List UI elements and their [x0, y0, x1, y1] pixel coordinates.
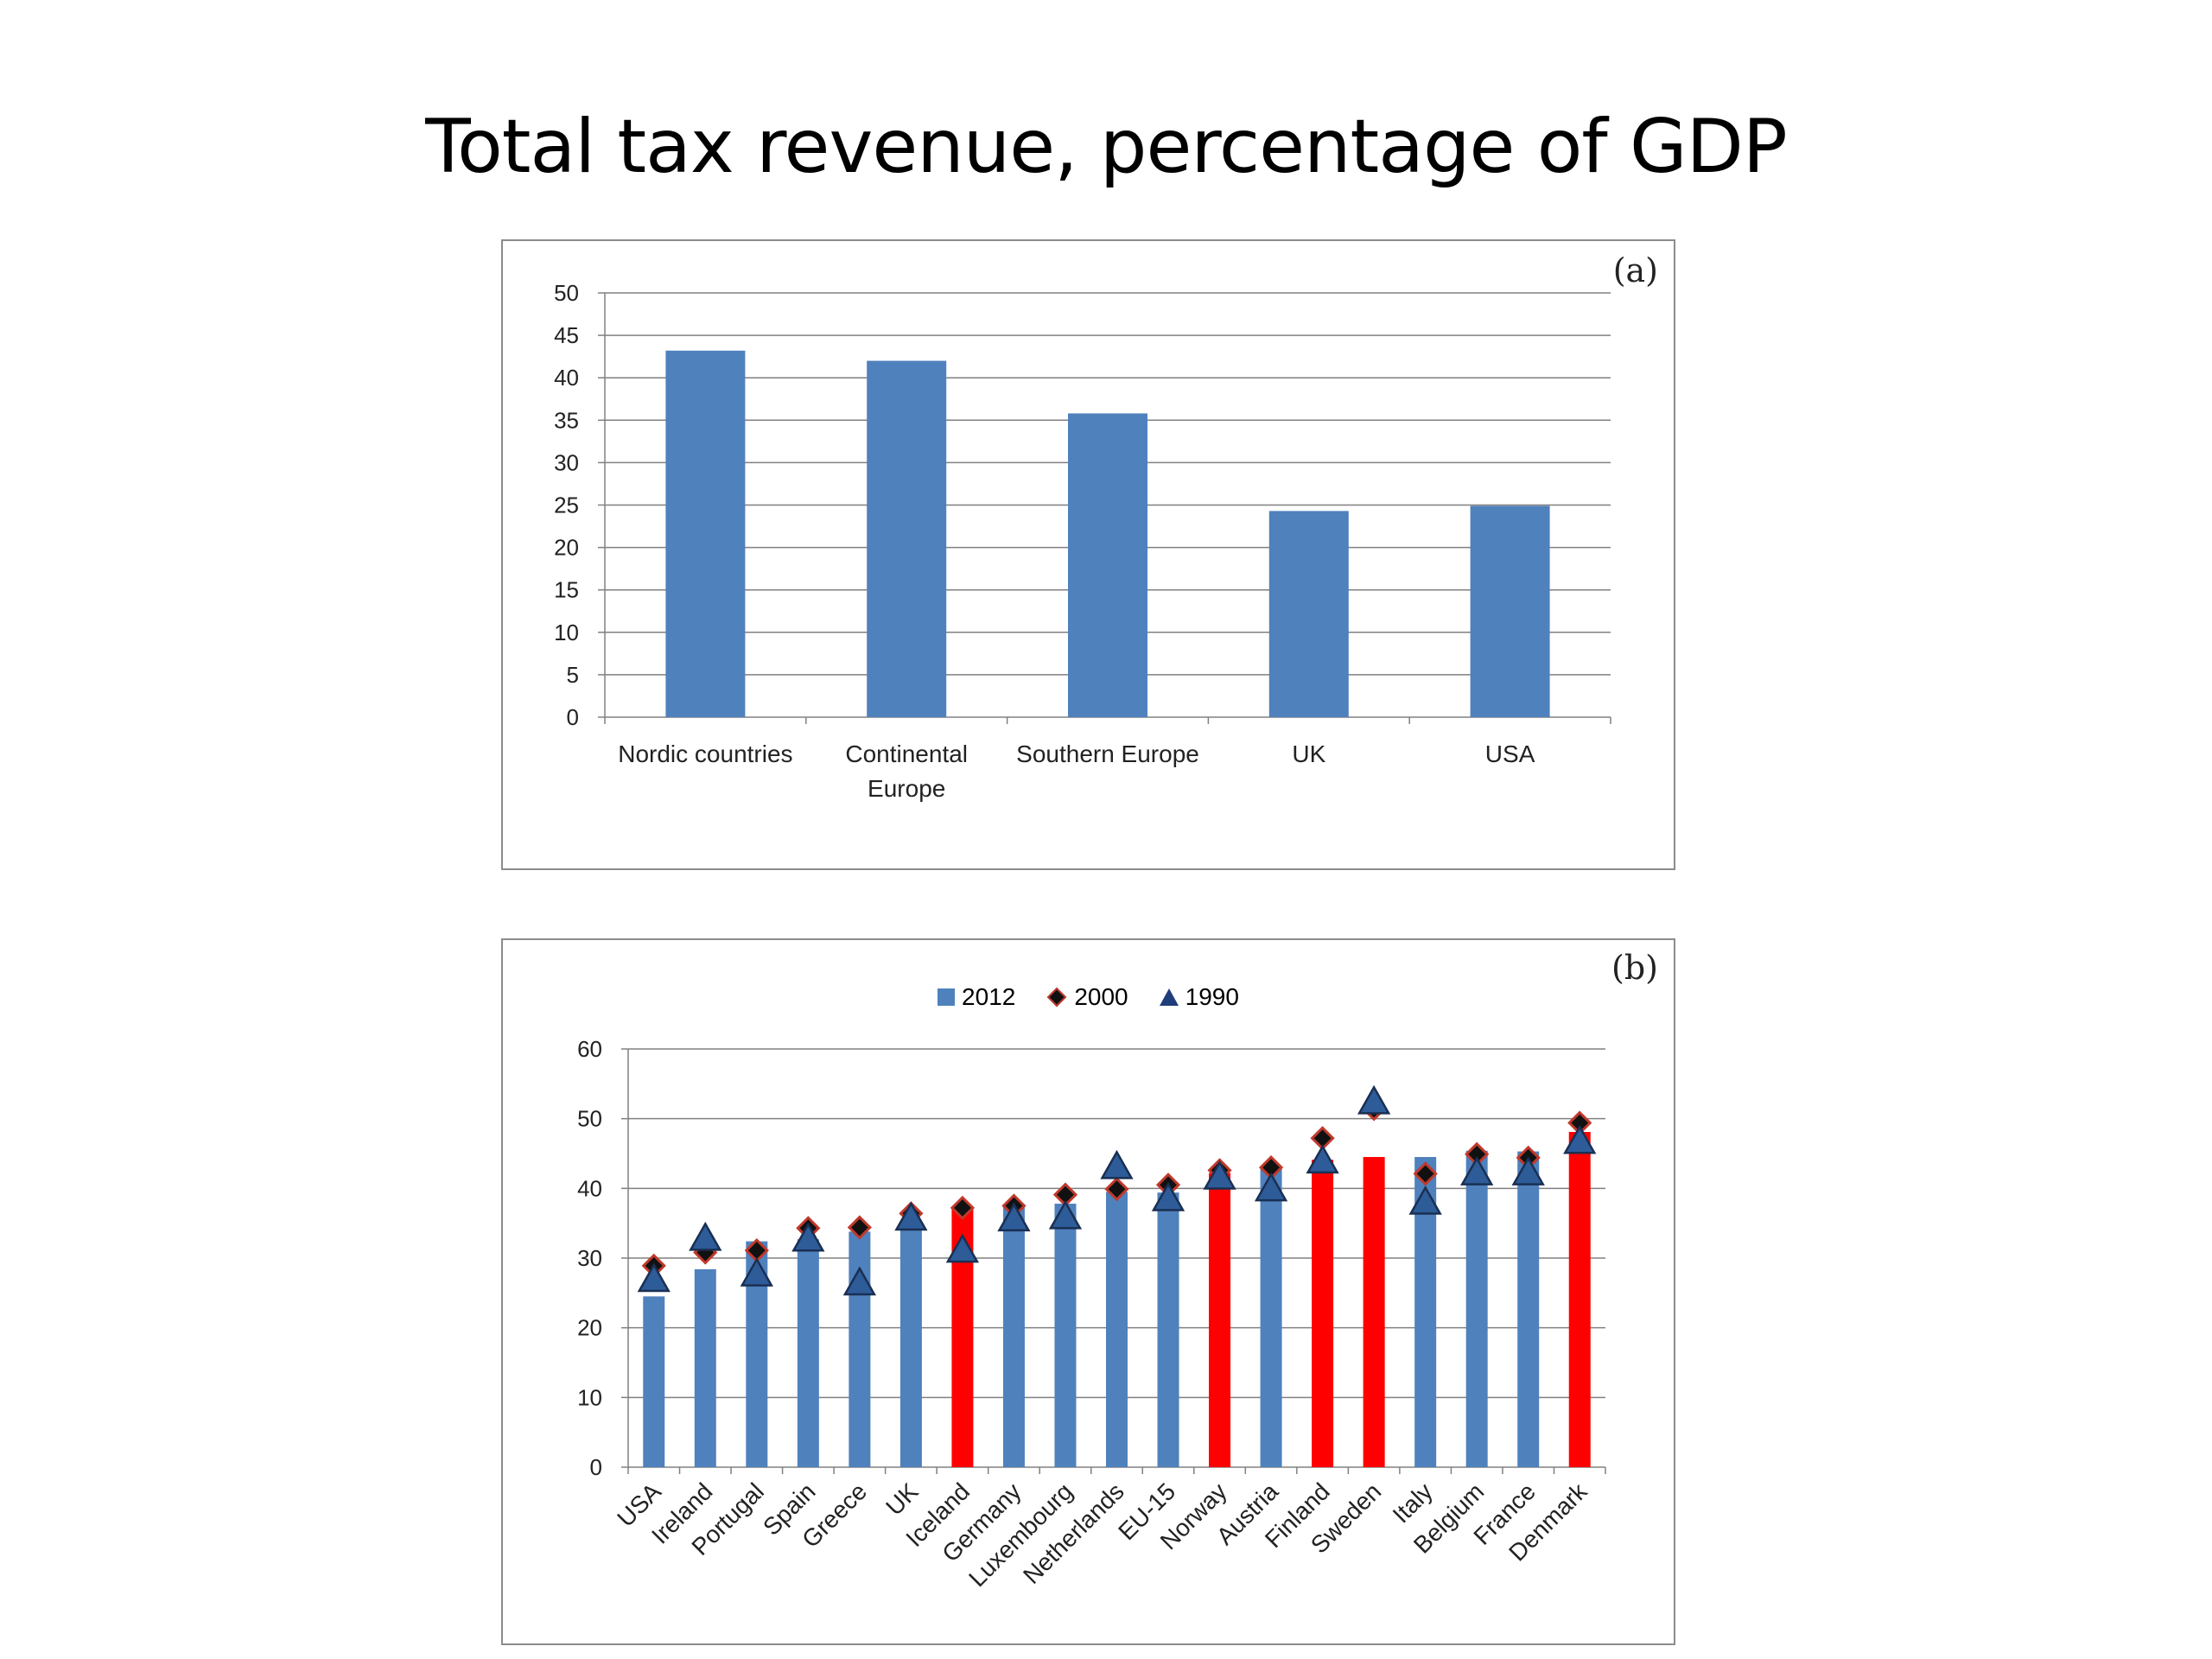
bar-2012-luxembourg: [1054, 1204, 1077, 1467]
legend-item-1990: 1990: [1159, 983, 1239, 1011]
marker-2000-iceland: [950, 1195, 976, 1221]
y-tick-label: 30: [577, 1245, 602, 1271]
marker-1990-usa: [637, 1262, 671, 1293]
y-tick-label: 40: [554, 365, 579, 391]
y-tick-label: 20: [577, 1315, 602, 1341]
y-tick-label: 0: [590, 1454, 602, 1480]
bar-southern-europe: [1068, 413, 1147, 717]
marker-2000-italy: [1413, 1161, 1438, 1186]
marker-1990-portugal: [740, 1257, 773, 1287]
marker-1990-uk: [894, 1201, 928, 1231]
legend-item-2012: 2012: [938, 983, 1015, 1011]
y-tick-label: 40: [577, 1175, 602, 1201]
bar-2012-eu-15: [1157, 1192, 1179, 1467]
bar-2012-spain: [797, 1239, 819, 1467]
marker-1990-spain: [791, 1222, 825, 1252]
marker-1990-norway: [1203, 1160, 1236, 1190]
y-tick-label: 10: [554, 620, 579, 645]
bar-2012-finland: [1312, 1160, 1334, 1467]
marker-1990-france: [1511, 1156, 1545, 1185]
bar-2012-ireland: [694, 1268, 716, 1467]
x-category-label: Southern Europe: [1016, 741, 1199, 767]
bar-continental-europe: [867, 360, 947, 717]
marker-1990-germany: [997, 1202, 1031, 1232]
y-tick-label: 0: [567, 704, 579, 730]
bar-2012-uk: [899, 1220, 922, 1467]
bar-2012-denmark: [1568, 1131, 1591, 1467]
bar-chart-a: 0 5 10 15 20 25 30 35 40 45 50 Nordic countries Cont…: [554, 280, 1611, 802]
y-tick-label: 20: [554, 535, 579, 561]
legend-swatch-triangle: [1159, 988, 1179, 1006]
marker-1990-eu-15: [1151, 1181, 1185, 1211]
marker-1990-ireland: [689, 1221, 722, 1251]
bar-nordic-countries: [665, 350, 746, 717]
bar-2012-sweden: [1363, 1157, 1385, 1467]
bar-2012-france: [1517, 1151, 1540, 1467]
marker-1990-luxembourg: [1048, 1199, 1083, 1230]
bar-2012-austria: [1260, 1166, 1282, 1467]
y-tick-label: 15: [554, 577, 579, 603]
legend-label-2012: 2012: [962, 983, 1016, 1010]
legend-item-2000: 2000: [1046, 983, 1128, 1011]
y-tick-label: 45: [554, 322, 579, 348]
y-tick-label: 50: [577, 1106, 602, 1132]
marker-1990-netherlands: [1100, 1149, 1134, 1179]
y-tick-label: 60: [577, 1036, 602, 1062]
y-tick-label: 50: [554, 280, 579, 306]
y-tick-label: 35: [554, 407, 579, 433]
y-tick-label: 25: [554, 493, 579, 518]
marker-1990-denmark: [1563, 1124, 1597, 1154]
marker-1990-finland: [1306, 1144, 1339, 1174]
slide-title: Total tax revenue, percentage of GDP: [425, 104, 1788, 190]
bar-2012-usa: [643, 1296, 665, 1467]
panel-b-label: (b): [1611, 949, 1658, 987]
bar-2012-norway: [1209, 1173, 1231, 1467]
chart-panel-a: (a) 0 5 10 15 20 25 30 35 40 45 50 Nordic countries…: [501, 239, 1675, 870]
chart-panel-b: (b) 2012 2000 1990 0 10 20 30 40 50 60 USA Irela…: [501, 938, 1675, 1645]
bar-chart-b: 0102030405060USAIrelandPortugalSpainGree…: [577, 1036, 1606, 1592]
y-tick-label: 5: [567, 662, 579, 688]
bar-uk: [1268, 511, 1349, 717]
marker-1990-greece: [842, 1266, 877, 1296]
legend: 2012 2000 1990: [503, 983, 1674, 1011]
legend-swatch-bar: [938, 988, 956, 1006]
x-category-label: UK: [1292, 741, 1325, 767]
x-category-label: UK: [880, 1478, 924, 1521]
bar-2012-netherlands: [1106, 1192, 1128, 1467]
bar-usa: [1470, 505, 1550, 717]
y-tick-label: 30: [554, 449, 579, 475]
legend-label-2000: 2000: [1074, 983, 1128, 1010]
marker-1990-belgium: [1460, 1156, 1494, 1185]
marker-1990-austria: [1254, 1172, 1288, 1202]
marker-2000-greece: [847, 1215, 872, 1240]
x-category-label: Nordic countries: [618, 741, 792, 767]
legend-label-1990: 1990: [1185, 983, 1239, 1010]
marker-1990-sweden: [1357, 1084, 1391, 1115]
marker-1990-iceland: [945, 1233, 980, 1263]
y-tick-label: 10: [577, 1384, 602, 1410]
bar-2012-belgium: [1465, 1150, 1488, 1467]
bar-2012-germany: [1002, 1205, 1025, 1467]
marker-2000-netherlands: [1104, 1177, 1129, 1202]
x-category-label: USA: [1485, 741, 1535, 767]
panel-a-label: (a): [1612, 251, 1658, 289]
x-category-label: Continental Europe: [845, 741, 968, 802]
marker-1990-italy: [1408, 1185, 1442, 1215]
